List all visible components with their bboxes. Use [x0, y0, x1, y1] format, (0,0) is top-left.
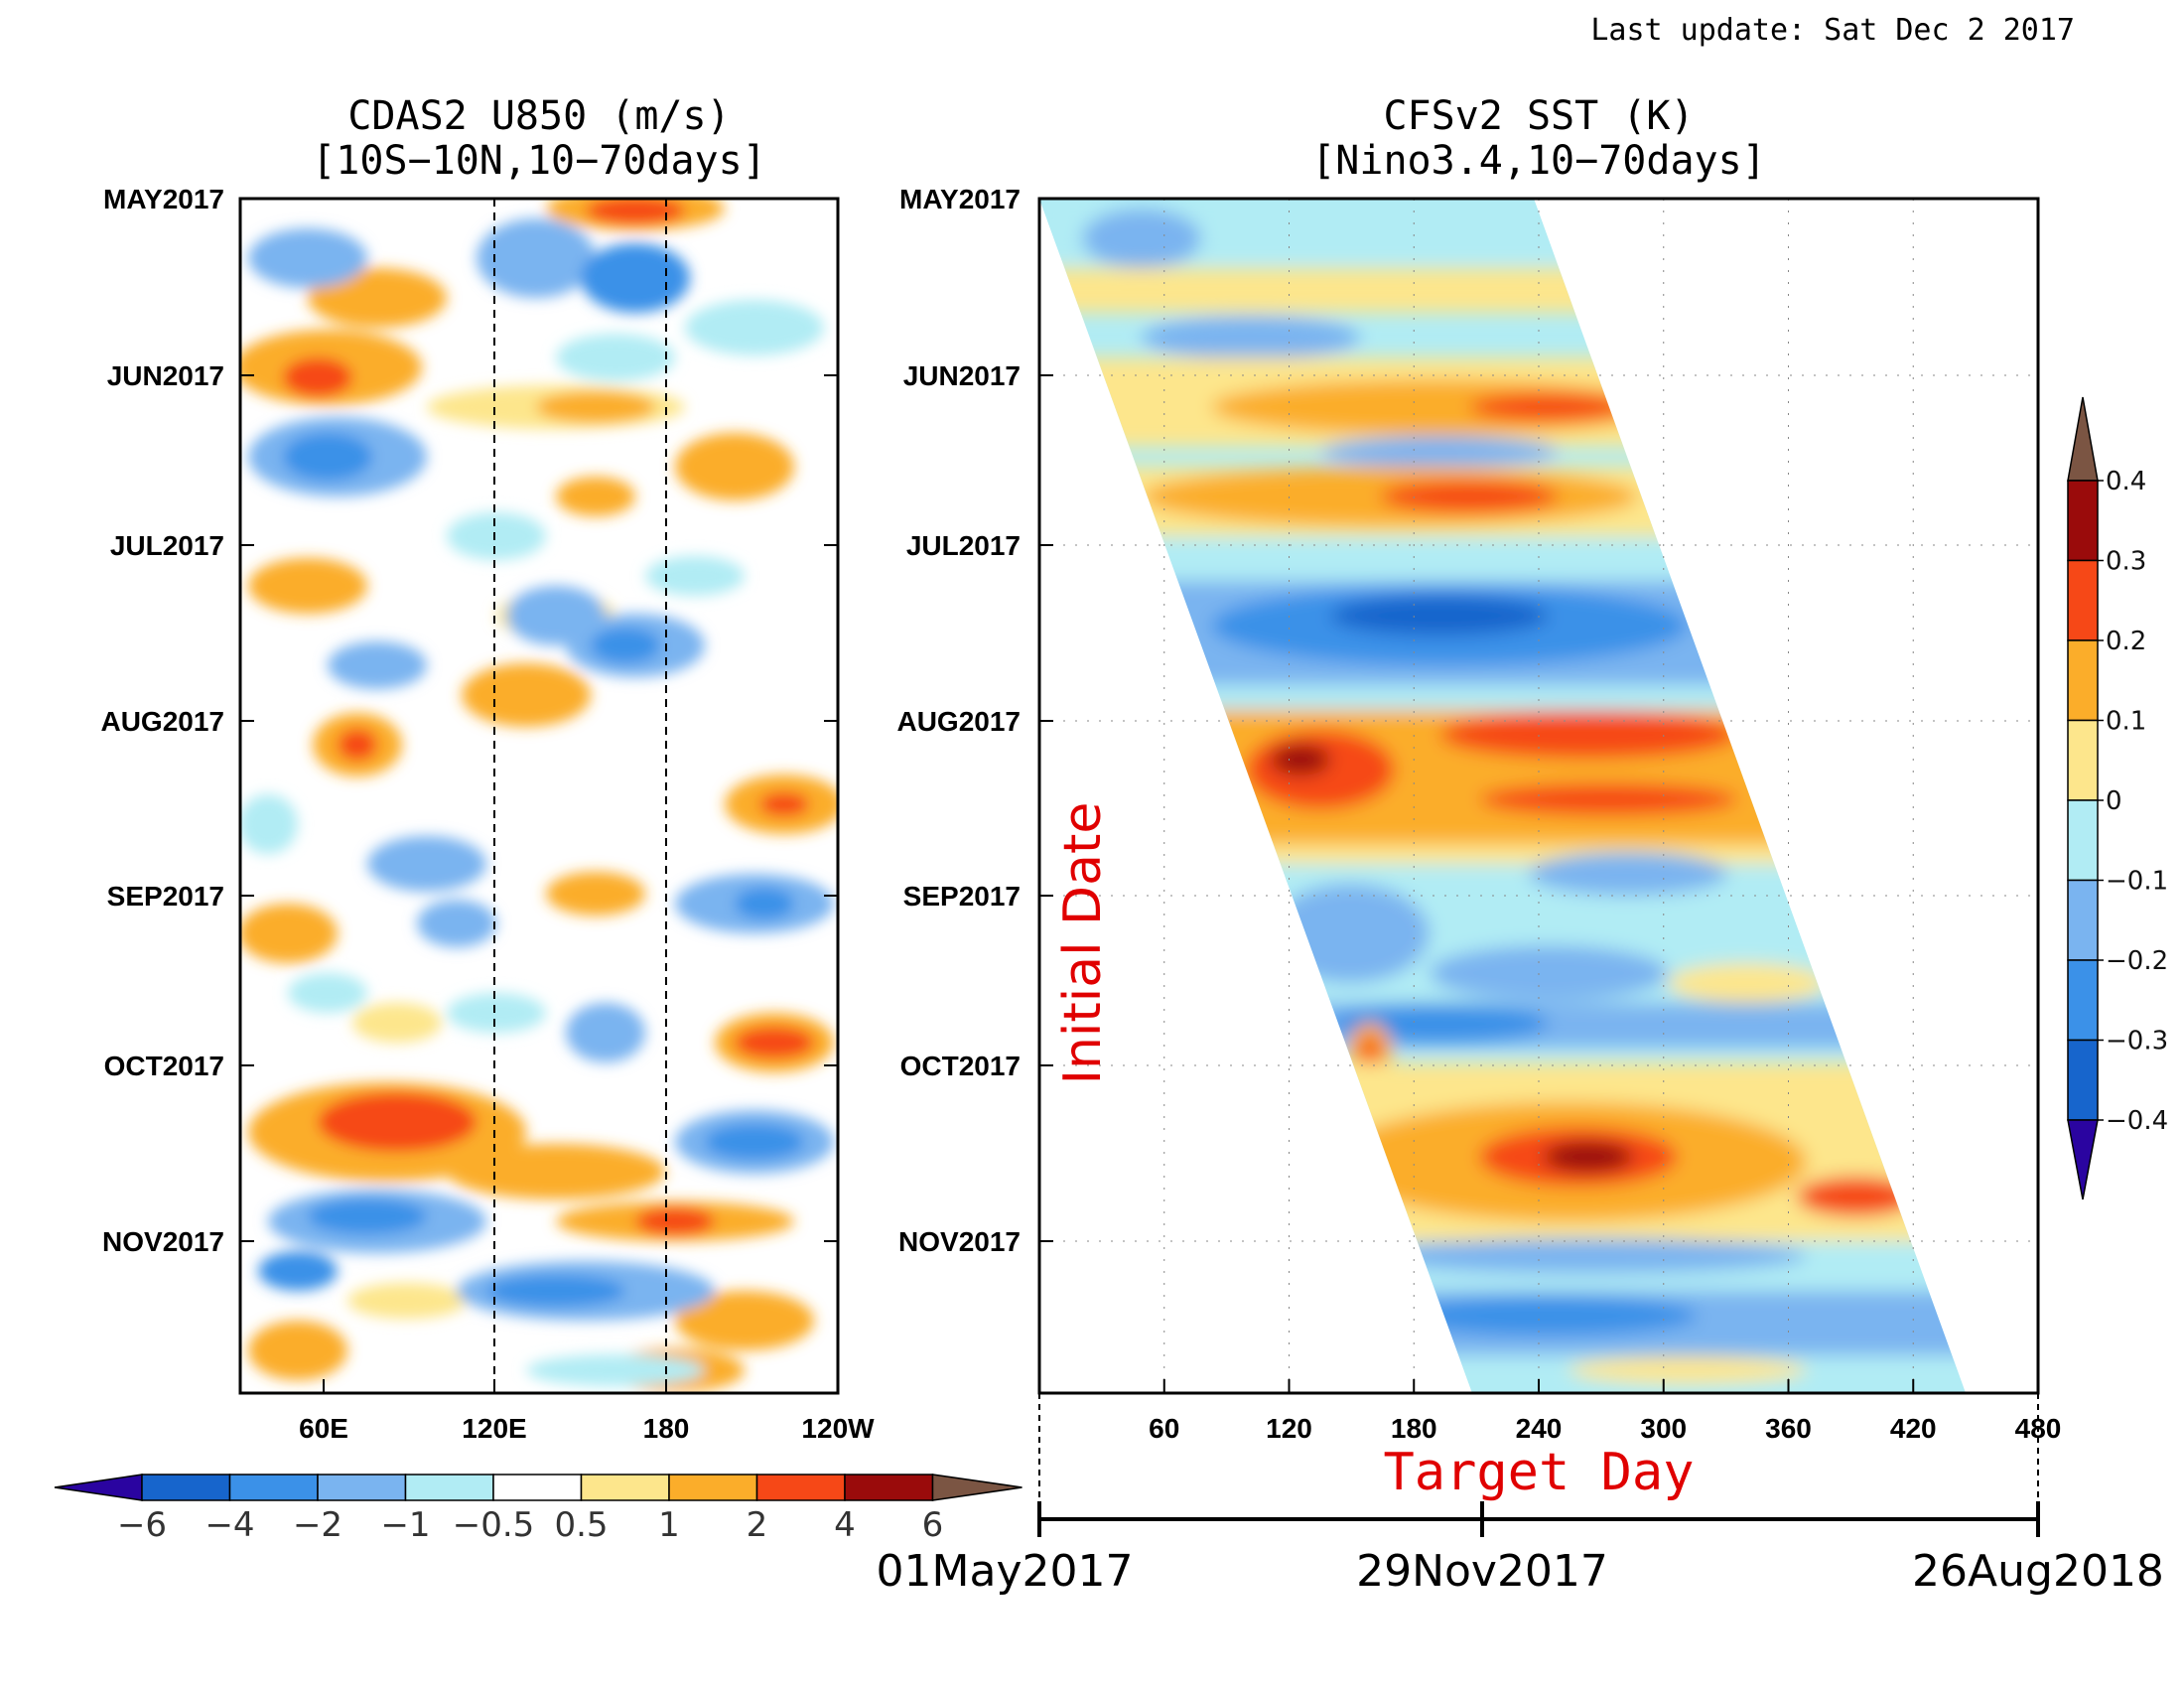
- colorbar-swatch: [404, 1474, 494, 1501]
- colorbar-swatch: [2067, 879, 2099, 961]
- colorbar-right-arrow: [931, 1474, 1023, 1501]
- right-x-tick-label: 360: [1765, 1413, 1812, 1444]
- right-y-tick-label: AUG2017: [896, 706, 1021, 737]
- colorbar-label: 0.5: [554, 1505, 608, 1545]
- colorbar-label: −2: [293, 1505, 342, 1545]
- colorbar-label: 0.1: [2106, 707, 2146, 737]
- colorbar-swatch: [492, 1474, 583, 1501]
- colorbar-label: −0.2: [2106, 946, 2168, 976]
- colorbar-swatch: [580, 1474, 670, 1501]
- colorbar-label: 2: [747, 1505, 768, 1545]
- colorbar-label: 0.3: [2106, 547, 2146, 577]
- right-x-tick-label: 300: [1640, 1413, 1687, 1444]
- colorbar-swatch: [228, 1474, 319, 1501]
- colorbar-label: −1: [380, 1505, 430, 1545]
- right-heatmap-field: [1039, 199, 1966, 1393]
- left-x-tick-label: 60E: [299, 1413, 348, 1444]
- colorbar-label: −6: [117, 1505, 167, 1545]
- target-day-label: Target Day: [1383, 1443, 1694, 1502]
- left-y-tick-label: AUG2017: [100, 706, 224, 737]
- left-heatmap-field: [240, 199, 838, 1393]
- colorbar-label: −4: [205, 1505, 254, 1545]
- left-x-tick-label: 180: [643, 1413, 690, 1444]
- colorbar-label: 6: [922, 1505, 944, 1545]
- colorbar-label: −0.1: [2106, 867, 2168, 897]
- right-x-tick-label: 60: [1149, 1413, 1179, 1444]
- timeline-start-label: 01May2017: [877, 1546, 1134, 1597]
- colorbar-label: 0.4: [2106, 467, 2146, 496]
- right-x-tick-label: 120: [1266, 1413, 1312, 1444]
- right-y-tick-label: NOV2017: [898, 1226, 1021, 1257]
- right-panel-title-line1: CFSv2 SST (K): [1383, 93, 1694, 139]
- left-y-tick-label: JUL2017: [110, 530, 224, 561]
- right-y-tick-label: OCT2017: [900, 1051, 1021, 1081]
- colorbar-swatch: [2067, 959, 2099, 1042]
- colorbar-swatch: [2067, 480, 2099, 562]
- right-y-tick-label: MAY2017: [899, 184, 1021, 214]
- right-x-tick-label: 240: [1516, 1413, 1563, 1444]
- colorbar-label: 4: [834, 1505, 856, 1545]
- right-y-tick-label: SEP2017: [903, 881, 1021, 912]
- left-panel-title-line2: [10S−10N,10−70days]: [312, 138, 766, 184]
- right-x-axis: 60 120 180 240 300 360 420 480: [1149, 1379, 2061, 1444]
- colorbar-swatch: [755, 1474, 846, 1501]
- right-panel-title-line2: [Nino3.4,10−70days]: [1311, 138, 1766, 184]
- left-colorbar: −6 −4 −2 −1 −0.5 0.5 1 2 4 6: [54, 1474, 1023, 1545]
- left-y-tick-label: JUN2017: [107, 360, 224, 391]
- timeline-mid-label: 29Nov2017: [1356, 1546, 1608, 1597]
- colorbar-top-arrow: [2067, 396, 2099, 482]
- colorbar-label: 1: [658, 1505, 680, 1545]
- right-y-tick-label: JUL2017: [906, 530, 1021, 561]
- left-y-tick-label: NOV2017: [102, 1226, 224, 1257]
- colorbar-swatch: [844, 1474, 934, 1501]
- left-x-tick-label: 120W: [801, 1413, 875, 1444]
- left-y-axis: MAY2017 JUN2017 JUL2017 AUG2017 SEP2017 OCT20…: [100, 184, 838, 1257]
- timeline-end-label: 26Aug2018: [1912, 1546, 2164, 1597]
- colorbar-swatch: [2067, 1039, 2099, 1121]
- right-x-tick-label: 180: [1391, 1413, 1437, 1444]
- left-panel: CDAS2 U850 (m/s) [10S−10N,10−70days]: [100, 93, 875, 1444]
- left-y-tick-label: MAY2017: [103, 184, 224, 214]
- left-y-tick-label: OCT2017: [104, 1051, 224, 1081]
- left-x-tick-label: 120E: [462, 1413, 526, 1444]
- colorbar-label: 0: [2106, 786, 2122, 816]
- right-x-tick-label: 420: [1890, 1413, 1937, 1444]
- colorbar-swatch: [2067, 559, 2099, 641]
- right-y-tick-label: JUN2017: [903, 360, 1021, 391]
- colorbar-swatch: [141, 1474, 231, 1501]
- left-y-tick-label: SEP2017: [107, 881, 224, 912]
- left-x-axis: 60E 120E 180 120W: [299, 1379, 875, 1444]
- colorbar-swatch: [668, 1474, 758, 1501]
- colorbar-label: 0.2: [2106, 627, 2146, 656]
- colorbar-swatch: [317, 1474, 407, 1501]
- right-colorbar: 0.4 0.3 0.2 0.1 0 −0.1 −0.2 −0.3 −0.4: [2067, 396, 2168, 1200]
- colorbar-bottom-arrow: [2067, 1119, 2099, 1200]
- right-y-axis: MAY2017 JUN2017 JUL2017 AUG2017 SEP2017 OCT20…: [896, 184, 1053, 1257]
- left-plot-frame: [238, 197, 840, 1395]
- colorbar-left-arrow: [54, 1474, 143, 1501]
- colorbar-label: −0.4: [2106, 1106, 2168, 1136]
- left-panel-title-line1: CDAS2 U850 (m/s): [347, 93, 730, 139]
- colorbar-label: −0.3: [2106, 1027, 2168, 1056]
- colorbar-swatch: [2067, 639, 2099, 722]
- colorbar-swatch: [2067, 719, 2099, 801]
- initial-date-label: Initial Date: [1053, 802, 1113, 1085]
- colorbar-swatch: [2067, 799, 2099, 882]
- colorbar-label: −0.5: [453, 1505, 535, 1545]
- right-panel: CFSv2 SST (K) [Nino3.4,10−70days]: [877, 93, 2164, 1597]
- last-update-text: Last update: Sat Dec 2 2017: [1590, 13, 2075, 48]
